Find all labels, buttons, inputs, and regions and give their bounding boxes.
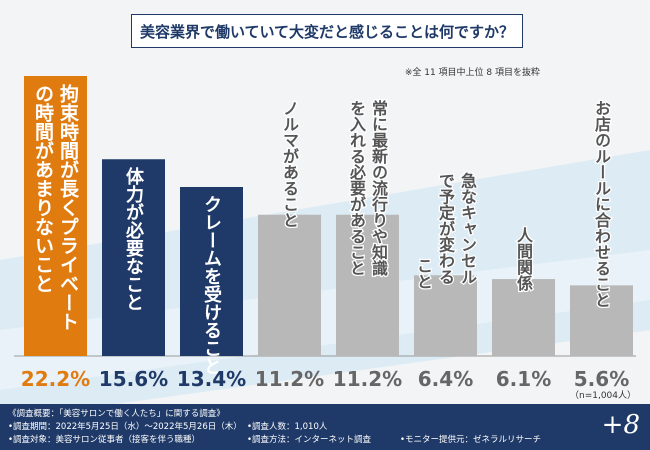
svg-text:を入れる必要があること: を入れる必要があること xyxy=(347,100,367,276)
value-label-1: 22.2% xyxy=(21,367,90,391)
svg-text:ノルマがあること: ノルマがあること xyxy=(280,100,299,228)
svg-text:で予定が変わる: で予定が変わる xyxy=(436,172,456,284)
footer-method: •調査方法：インターネット調査 xyxy=(247,435,372,445)
bar-4 xyxy=(258,214,321,356)
value-label-6: 6.4% xyxy=(418,367,473,391)
category-label-2: 体力が必要なこと xyxy=(123,166,145,311)
footer-period: •調査期間：2022年5月25日（水）〜2022年5月26日（木） xyxy=(8,422,242,432)
footer-target: •調査対象：美容サロン従事者（接客を伴う職種） xyxy=(8,435,201,445)
value-label-2: 15.6% xyxy=(99,367,168,391)
value-label-8: 5.6% xyxy=(574,367,629,391)
chart-title: 美容業界で働いていて大変だと感じることは何ですか？ xyxy=(131,14,523,48)
value-label-3: 13.4% xyxy=(177,367,246,391)
svg-text:急なキャンセル: 急なキャンセル xyxy=(458,171,477,284)
footer-overview: 《調査概要：「美容サロンで働く人たち」に関する調査》 xyxy=(8,409,225,419)
value-label-4: 11.2% xyxy=(255,367,324,391)
svg-text:体力が必要なこと: 体力が必要なこと xyxy=(123,166,145,311)
category-label-4: ノルマがあること xyxy=(279,99,301,230)
bar-6 xyxy=(414,275,477,356)
category-label-3: クレームを受けること xyxy=(201,195,222,375)
svg-text:常に最新の流行りや知識: 常に最新の流行りや知識 xyxy=(369,99,389,277)
bar-1 xyxy=(24,76,87,356)
footer: 《調査概要：「美容サロンで働く人たち」に関する調査》 •調査期間：2022年5月… xyxy=(0,404,650,450)
bar-2 xyxy=(102,159,165,356)
value-label-7: 6.1% xyxy=(496,367,551,391)
bar-5 xyxy=(336,214,399,356)
svg-text:クレームを受けること: クレームを受けること xyxy=(201,195,222,375)
footer-provider: •モニター提供元：ゼネラルリサーチ xyxy=(400,435,542,445)
bar-7 xyxy=(492,279,555,356)
category-label-7: 人間関係 xyxy=(513,226,535,294)
bar-8 xyxy=(570,285,633,356)
brand-logo: +8 xyxy=(601,410,640,440)
note-text: ※全 11 項目中上位 8 項目を抜粋 xyxy=(404,68,540,78)
svg-text:こと: こと xyxy=(414,257,433,289)
svg-text:拘束時間が長くプライベート: 拘束時間が長くプライベート xyxy=(57,83,79,331)
svg-text:お店のルールに合わせること: お店のルールに合わせること xyxy=(592,100,611,308)
svg-text:の時間があまりないこと: の時間があまりないこと xyxy=(32,84,54,293)
value-label-5: 11.2% xyxy=(333,367,402,391)
category-label-8: お店のルールに合わせること xyxy=(591,99,613,310)
footer-count: •調査人数：1,010人 xyxy=(247,422,328,432)
svg-text:人間関係: 人間関係 xyxy=(514,227,533,292)
sample-size-label: （n=1,004人） xyxy=(570,390,636,401)
bar-3 xyxy=(180,186,243,356)
